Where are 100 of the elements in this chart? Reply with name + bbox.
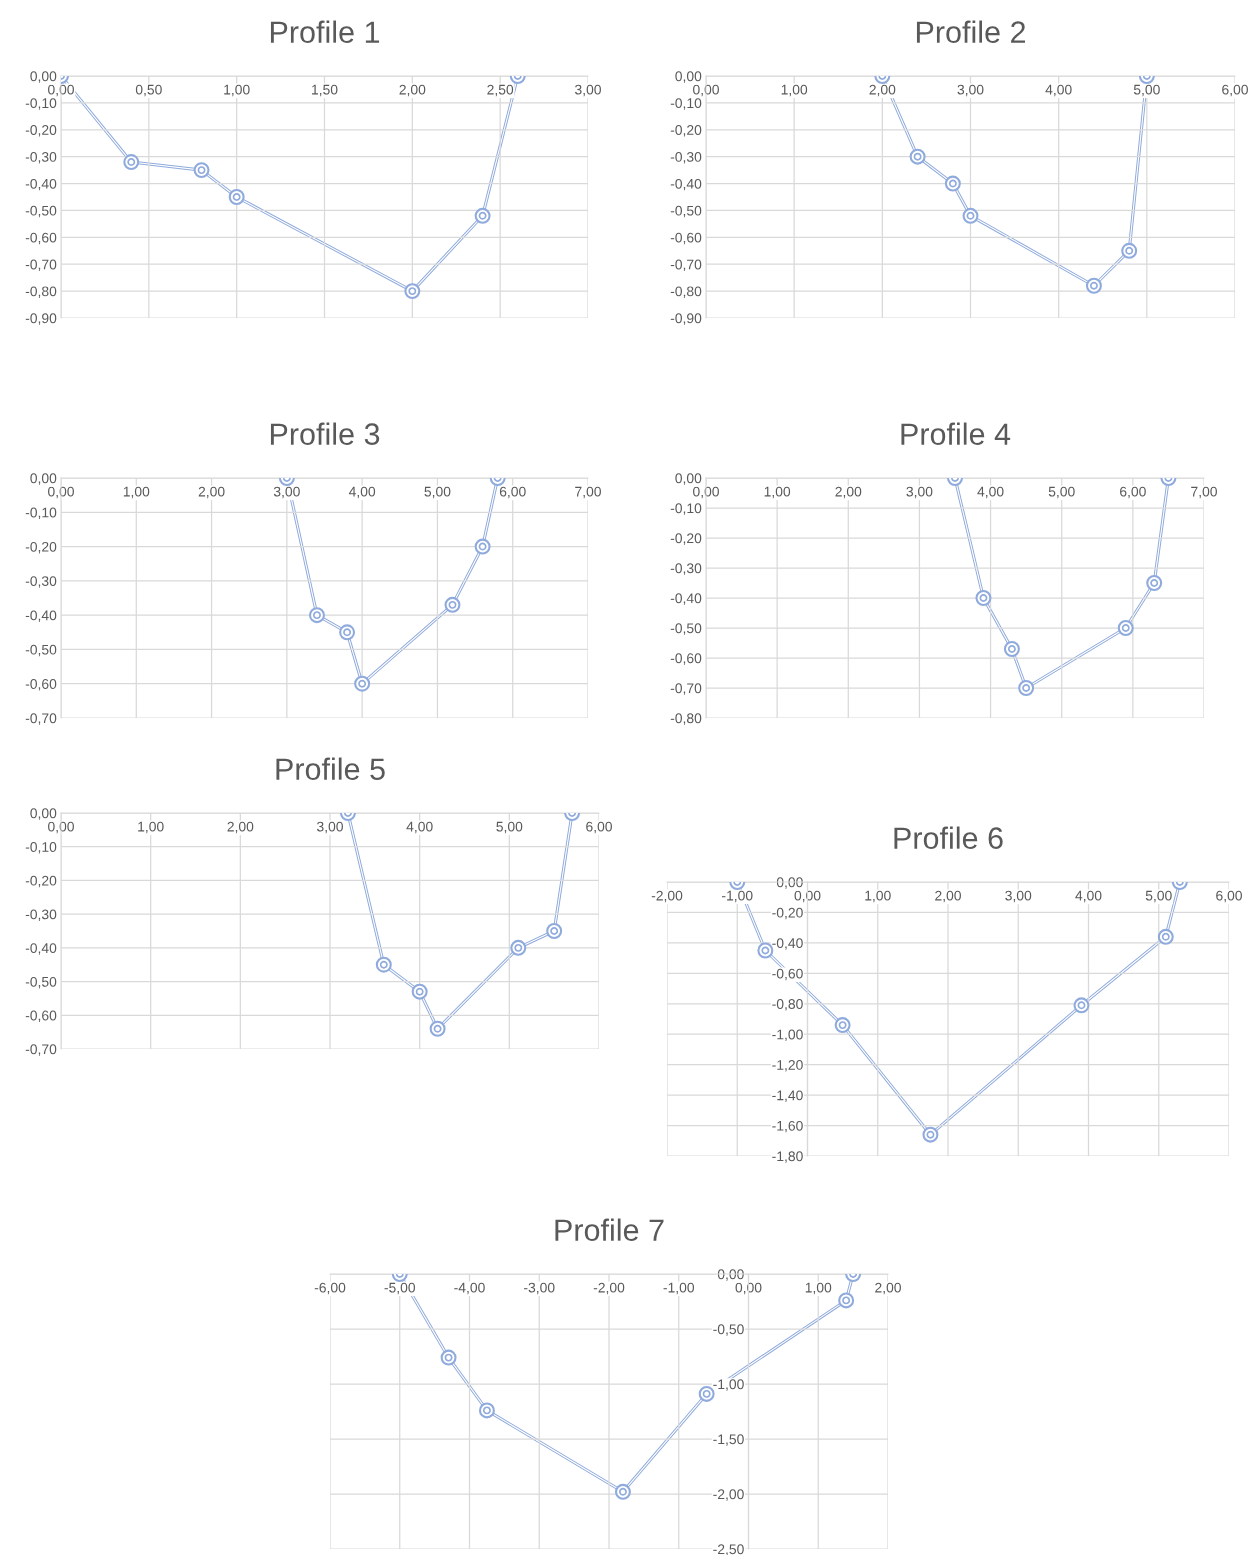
x-tick-label: 0,00: [693, 486, 719, 499]
point: [1146, 575, 1163, 591]
y-tick-label: -0,20: [772, 907, 803, 920]
point: [411, 983, 428, 1000]
chart-title: Profile 3: [270, 422, 380, 445]
y-tick-label: -1,00: [772, 1029, 803, 1042]
y-tick-label: -0,20: [25, 875, 57, 888]
y-tick-label: 0,00: [30, 808, 57, 820]
y-tick-label: -0,20: [25, 541, 57, 554]
y-tick-label: -0,60: [670, 232, 702, 245]
chart-title: Profile 2: [916, 20, 1026, 43]
y-tick-label: -0,40: [772, 938, 803, 950]
y-tick-label: -0,20: [670, 125, 702, 137]
x-tick-label: 0,00: [48, 486, 74, 499]
y-tick-label: -0,60: [772, 968, 803, 981]
x-tick-label: 6,00: [499, 486, 526, 499]
x-tick-label: 3,00: [317, 821, 343, 834]
point: [193, 162, 210, 179]
x-tick-label: -6,00: [314, 1282, 346, 1295]
x-tick-label: 7,00: [1191, 486, 1217, 499]
point: [975, 590, 992, 606]
point: [429, 1020, 446, 1037]
point: [757, 942, 774, 959]
x-tick-label: 3,00: [906, 486, 933, 499]
point: [1117, 620, 1134, 636]
y-tick-label: -0,80: [670, 713, 702, 725]
point: [478, 1402, 495, 1419]
x-tick-label: 4,00: [348, 486, 376, 499]
point: [440, 1349, 457, 1366]
x-tick-label: 3,00: [273, 486, 300, 499]
point: [546, 923, 563, 939]
y-tick-label: 0,00: [30, 71, 57, 83]
x-tick-label: -4,00: [454, 1282, 485, 1295]
chart-title: Profile 7: [555, 1218, 664, 1241]
y-tick-label: 0,00: [675, 473, 702, 485]
y-tick-label: -0,40: [670, 593, 702, 605]
x-tick-label: 5,00: [1133, 84, 1160, 97]
y-tick-label: -1,80: [772, 1151, 803, 1163]
x-tick-label: 3,00: [575, 84, 601, 97]
y-tick-label: -0,50: [713, 1324, 744, 1336]
x-tick-label: 1,00: [764, 486, 791, 499]
y-tick-label: 0,00: [776, 877, 803, 889]
y-tick-label: -0,60: [25, 679, 57, 691]
x-tick-label: 5,00: [424, 486, 451, 499]
y-tick-label: 0,00: [675, 71, 702, 83]
y-tick-label: -0,30: [670, 152, 702, 164]
x-tick-label: 2,50: [487, 84, 514, 97]
y-tick-label: -0,90: [670, 313, 702, 325]
x-tick-label: 5,00: [1048, 486, 1075, 499]
y-tick-label: -0,30: [25, 152, 57, 164]
point: [922, 1126, 939, 1143]
y-tick-label: -0,50: [670, 623, 702, 635]
y-tick-label: -0,50: [25, 644, 57, 657]
x-tick-label: -2,00: [651, 890, 683, 903]
x-tick-label: -3,00: [524, 1282, 555, 1295]
x-tick-label: 0,00: [48, 821, 74, 834]
y-tick-label: -0,50: [25, 205, 57, 218]
y-tick-label: -0,70: [25, 1044, 57, 1056]
x-tick-label: 1,00: [805, 1282, 832, 1295]
x-tick-label: 6,00: [1222, 84, 1248, 97]
y-tick-label: -0,70: [25, 259, 57, 272]
y-tick-label: -1,00: [713, 1379, 744, 1391]
y-tick-label: -1,50: [713, 1434, 744, 1446]
y-tick-label: -0,70: [670, 683, 702, 695]
point: [444, 596, 461, 613]
x-tick-label: 6,00: [1120, 486, 1146, 499]
point: [834, 1017, 851, 1034]
point: [1073, 997, 1090, 1014]
y-tick-label: -0,30: [25, 576, 57, 588]
x-tick-label: 6,00: [586, 821, 612, 834]
point: [962, 207, 979, 224]
x-tick-label: 2,00: [227, 821, 254, 834]
point: [354, 675, 371, 692]
x-tick-label: 4,00: [406, 821, 433, 834]
y-tick-label: 0,00: [717, 1269, 744, 1281]
y-tick-label: -0,10: [25, 842, 57, 854]
point: [339, 624, 356, 641]
y-tick-label: -0,20: [25, 125, 57, 137]
x-tick-label: 1,00: [138, 821, 164, 834]
x-tick-label: 4,00: [1075, 890, 1102, 903]
y-tick-label: -0,20: [670, 533, 702, 545]
y-tick-label: -0,50: [670, 205, 702, 218]
point: [1085, 277, 1102, 294]
y-tick-label: -0,80: [670, 286, 702, 298]
x-tick-label: 5,00: [496, 821, 523, 834]
chart-title: Profile 1: [270, 20, 380, 43]
x-tick-label: 3,00: [1005, 890, 1032, 903]
y-tick-label: -0,80: [25, 286, 57, 298]
point: [614, 1483, 631, 1500]
y-tick-label: -1,20: [772, 1060, 803, 1072]
y-tick-label: -1,60: [772, 1120, 803, 1133]
y-tick-label: 0,00: [30, 473, 57, 485]
x-tick-label: 2,00: [935, 890, 961, 903]
point: [308, 607, 325, 624]
x-tick-label: 1,00: [224, 84, 250, 97]
y-tick-label: -0,60: [670, 653, 702, 665]
x-tick-label: -2,00: [593, 1282, 625, 1295]
point: [510, 939, 527, 956]
x-tick-label: 0,00: [693, 84, 719, 97]
y-tick-label: -0,10: [25, 507, 57, 520]
